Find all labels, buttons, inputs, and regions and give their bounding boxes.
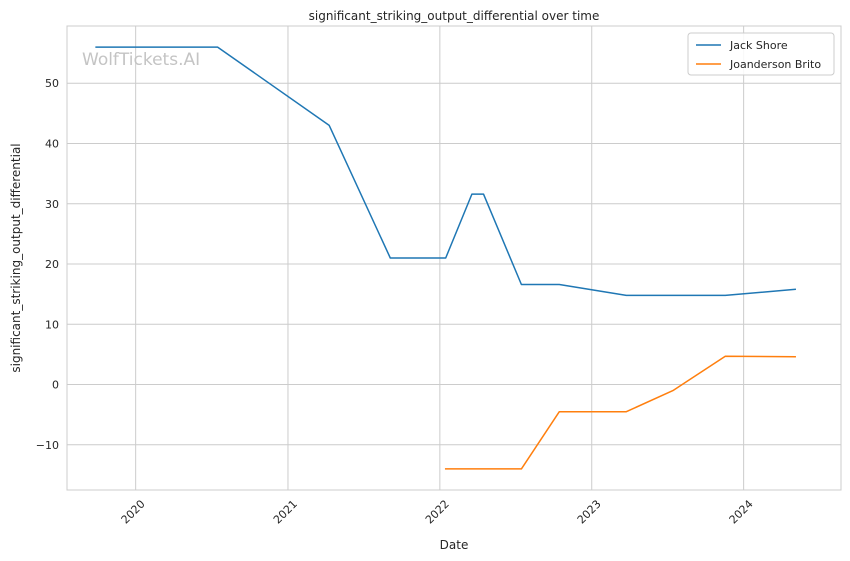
legend: Jack Shore Joanderson Brito	[687, 32, 835, 76]
legend-label-jack-shore: Jack Shore	[729, 39, 788, 52]
series-line-jack-shore	[95, 46, 797, 297]
series-line-joanderson-brito	[444, 355, 796, 470]
plot-area	[67, 26, 841, 490]
y-tick-label: 50	[45, 77, 59, 90]
y-tick-label: 10	[45, 318, 59, 331]
watermark: WolfTickets.AI	[82, 50, 200, 70]
y-axis-label: significant_striking_output_differential	[9, 143, 23, 372]
x-axis-label: Date	[440, 538, 469, 552]
series-layer	[95, 46, 797, 470]
plot-frame	[66, 25, 842, 491]
y-tick-label: 30	[45, 198, 59, 211]
y-tick-label: 20	[45, 258, 59, 271]
y-tick-label: −10	[36, 439, 59, 452]
y-tick-label: 40	[45, 138, 59, 151]
y-tick-label: 0	[52, 379, 59, 392]
legend-box	[687, 32, 835, 76]
legend-label-joanderson-brito: Joanderson Brito	[729, 58, 821, 71]
chart-title: significant_striking_output_differential…	[309, 9, 600, 23]
y-axis-ticks: −10 0 10 20 30 40 50	[36, 77, 59, 452]
